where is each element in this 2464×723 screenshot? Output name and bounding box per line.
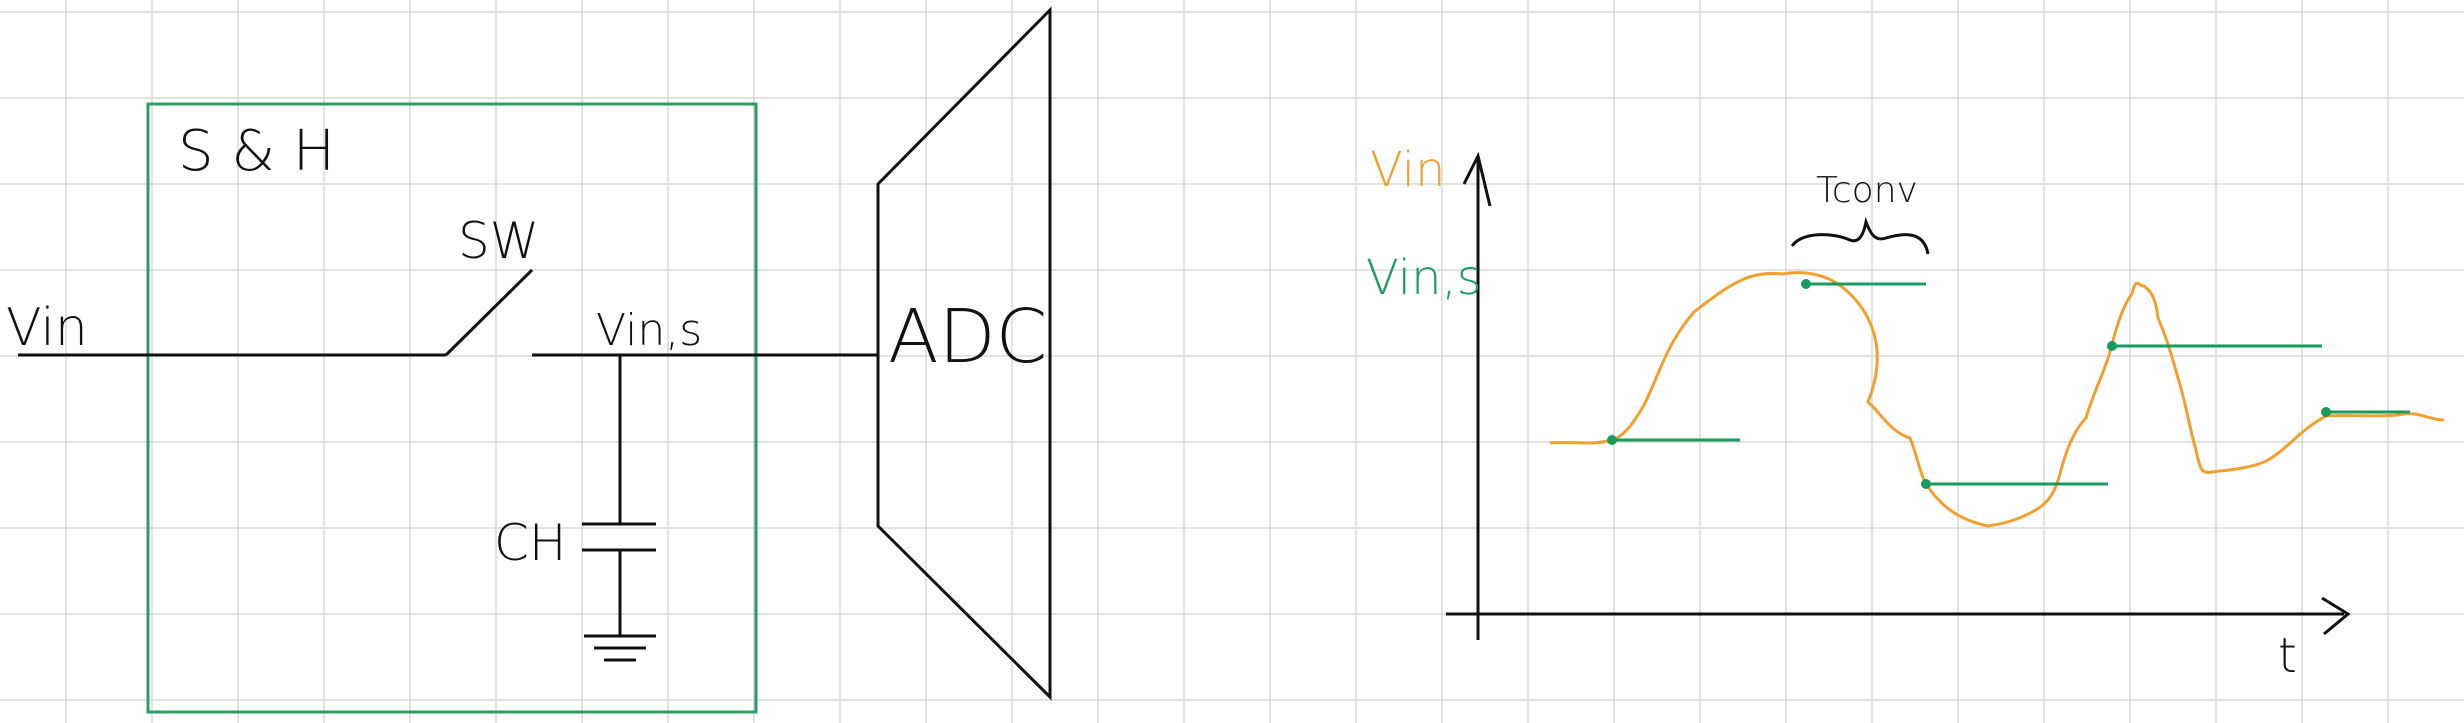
tconv-brace [1790, 216, 1930, 255]
switch-blade [444, 268, 534, 357]
sample-point [2107, 341, 2117, 351]
input-vin-label: Vin [6, 298, 88, 358]
x-axis-arrowhead [2321, 596, 2351, 636]
sample-hold-label: S & H [178, 119, 335, 184]
y-axis-arrowhead [1462, 151, 1492, 207]
sample-point [1921, 479, 1931, 489]
sample-point [2321, 407, 2331, 417]
vin-signal-curve [1549, 271, 2445, 528]
sample-point [1607, 435, 1617, 445]
tconv-label: Tconv [1816, 170, 1918, 211]
adc-label: ADC [888, 294, 1047, 380]
legend-vin-label: Vin [1370, 142, 1446, 198]
circuit-diagram: S & H Vin SW Vin,s CH ADC [6, 6, 1052, 714]
time-axis-label: t [2278, 628, 2297, 684]
sample-points [1607, 279, 2331, 489]
switch-label: SW [458, 212, 539, 270]
capacitor-label: CH [494, 514, 567, 572]
adc-block [876, 6, 1052, 701]
sample-hold-steps [1612, 282, 2410, 486]
ground-symbol [584, 634, 656, 662]
sample-point [1801, 279, 1811, 289]
legend-vins-label: Vin,s [1366, 250, 1482, 306]
node-vins-label: Vin,s [596, 305, 702, 356]
signal-plot: Vin Vin,s Tconv t [1366, 142, 2445, 684]
sample-hold-box [146, 102, 758, 714]
